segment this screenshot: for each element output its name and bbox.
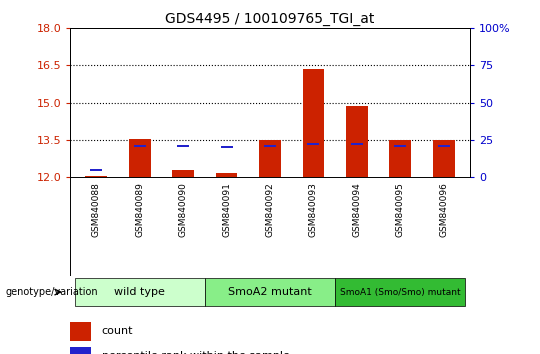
Bar: [307, 143, 319, 144]
Bar: [70, 347, 91, 354]
Bar: [134, 144, 146, 147]
Text: SmoA2 mutant: SmoA2 mutant: [228, 287, 312, 297]
Text: percentile rank within the sample: percentile rank within the sample: [102, 351, 289, 354]
Bar: [351, 143, 363, 145]
FancyBboxPatch shape: [205, 278, 335, 307]
Title: GDS4495 / 100109765_TGI_at: GDS4495 / 100109765_TGI_at: [165, 12, 375, 26]
Bar: [302, 69, 325, 177]
Bar: [259, 140, 281, 177]
Text: GSM840091: GSM840091: [222, 182, 231, 237]
Text: GSM840089: GSM840089: [135, 182, 144, 237]
Bar: [394, 144, 406, 147]
Bar: [172, 170, 194, 177]
Text: genotype/variation: genotype/variation: [5, 287, 98, 297]
Bar: [85, 176, 107, 177]
Text: GSM840092: GSM840092: [266, 182, 274, 237]
Text: GSM840093: GSM840093: [309, 182, 318, 237]
Bar: [346, 106, 368, 177]
Text: GSM840095: GSM840095: [396, 182, 405, 237]
FancyBboxPatch shape: [75, 278, 205, 307]
Text: GSM840088: GSM840088: [92, 182, 101, 237]
Bar: [129, 138, 151, 177]
Bar: [433, 140, 455, 177]
Bar: [389, 140, 411, 177]
Text: SmoA1 (Smo/Smo) mutant: SmoA1 (Smo/Smo) mutant: [340, 287, 461, 297]
Bar: [438, 144, 450, 147]
Text: GSM840090: GSM840090: [179, 182, 187, 237]
Text: GSM840096: GSM840096: [439, 182, 448, 237]
Bar: [264, 144, 276, 147]
Text: count: count: [102, 326, 133, 337]
Text: wild type: wild type: [114, 287, 165, 297]
Bar: [70, 322, 91, 341]
Text: GSM840094: GSM840094: [353, 182, 361, 237]
FancyBboxPatch shape: [335, 278, 465, 307]
Bar: [215, 173, 238, 177]
Bar: [221, 146, 233, 148]
Bar: [90, 169, 102, 171]
Bar: [177, 144, 189, 147]
